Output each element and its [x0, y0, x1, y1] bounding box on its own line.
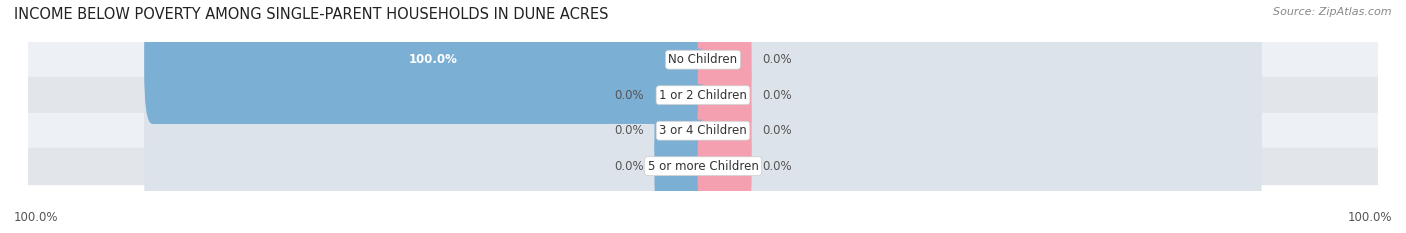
Text: 100.0%: 100.0%	[14, 211, 59, 224]
FancyBboxPatch shape	[697, 49, 752, 142]
FancyBboxPatch shape	[695, 0, 1261, 124]
FancyBboxPatch shape	[145, 102, 711, 230]
FancyBboxPatch shape	[145, 66, 711, 195]
Text: 1 or 2 Children: 1 or 2 Children	[659, 89, 747, 102]
FancyBboxPatch shape	[145, 0, 711, 124]
Text: 0.0%: 0.0%	[762, 53, 792, 66]
Text: 100.0%: 100.0%	[409, 53, 457, 66]
Bar	[0, 148, 1406, 184]
FancyBboxPatch shape	[654, 49, 709, 142]
FancyBboxPatch shape	[654, 84, 709, 177]
Text: 0.0%: 0.0%	[614, 124, 644, 137]
Text: 3 or 4 Children: 3 or 4 Children	[659, 124, 747, 137]
FancyBboxPatch shape	[145, 0, 711, 124]
Text: 0.0%: 0.0%	[762, 124, 792, 137]
Text: No Children: No Children	[668, 53, 738, 66]
Text: 0.0%: 0.0%	[614, 89, 644, 102]
Bar	[0, 77, 1406, 113]
FancyBboxPatch shape	[145, 31, 711, 159]
Text: 0.0%: 0.0%	[762, 160, 792, 173]
Text: 0.0%: 0.0%	[614, 160, 644, 173]
FancyBboxPatch shape	[697, 120, 752, 213]
Bar	[0, 42, 1406, 77]
Text: 5 or more Children: 5 or more Children	[648, 160, 758, 173]
Bar	[0, 113, 1406, 148]
Text: Source: ZipAtlas.com: Source: ZipAtlas.com	[1274, 7, 1392, 17]
FancyBboxPatch shape	[695, 31, 1261, 159]
FancyBboxPatch shape	[695, 66, 1261, 195]
Text: INCOME BELOW POVERTY AMONG SINGLE-PARENT HOUSEHOLDS IN DUNE ACRES: INCOME BELOW POVERTY AMONG SINGLE-PARENT…	[14, 7, 609, 22]
Text: 0.0%: 0.0%	[762, 89, 792, 102]
FancyBboxPatch shape	[654, 120, 709, 213]
FancyBboxPatch shape	[695, 102, 1261, 230]
Text: 100.0%: 100.0%	[1347, 211, 1392, 224]
FancyBboxPatch shape	[697, 84, 752, 177]
FancyBboxPatch shape	[697, 13, 752, 106]
